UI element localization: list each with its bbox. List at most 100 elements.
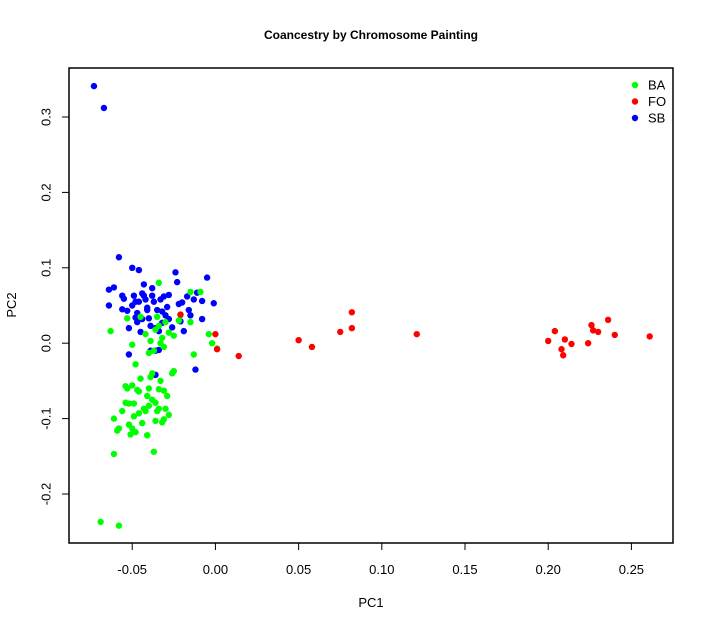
data-point xyxy=(348,324,356,332)
data-point xyxy=(413,330,420,338)
data-point xyxy=(198,297,206,305)
data-point xyxy=(140,292,148,299)
data-point xyxy=(163,392,171,400)
data-point xyxy=(180,327,188,335)
data-point xyxy=(144,431,151,439)
data-point xyxy=(208,339,216,347)
data-point xyxy=(203,274,211,281)
data-point xyxy=(142,330,149,338)
data-point xyxy=(145,315,153,322)
data-point xyxy=(558,346,565,353)
x-tick-label: 0.25 xyxy=(619,562,644,577)
data-point xyxy=(134,318,141,326)
y-tick-label: 0.1 xyxy=(38,259,53,277)
data-point xyxy=(105,302,113,309)
data-point xyxy=(155,346,163,354)
y-tick-label: 0.2 xyxy=(38,183,53,201)
x-axis-label: PC1 xyxy=(358,595,383,610)
data-point xyxy=(135,388,143,395)
data-points xyxy=(90,82,653,529)
data-point xyxy=(130,413,138,420)
data-point xyxy=(132,428,139,436)
data-point xyxy=(190,351,197,358)
data-point xyxy=(119,306,126,313)
y-tick-label: -0.1 xyxy=(38,407,53,429)
data-point xyxy=(160,293,168,300)
data-point xyxy=(190,296,197,303)
data-point xyxy=(135,410,143,417)
data-point xyxy=(147,322,154,330)
data-point xyxy=(137,328,144,336)
y-axis-label: PC2 xyxy=(4,292,19,317)
data-point xyxy=(125,324,133,332)
data-point xyxy=(170,332,178,339)
data-point xyxy=(130,400,138,407)
data-point xyxy=(559,352,567,359)
legend-marker xyxy=(631,81,639,89)
data-point xyxy=(145,349,153,357)
x-tick-label: 0.20 xyxy=(536,562,561,577)
data-point xyxy=(162,318,169,326)
data-point xyxy=(185,306,193,314)
data-point xyxy=(175,317,183,324)
data-point xyxy=(213,346,221,353)
data-point xyxy=(144,392,151,400)
data-point xyxy=(130,292,138,299)
data-point xyxy=(115,522,123,529)
data-point xyxy=(135,266,143,274)
legend-label: BA xyxy=(648,78,666,93)
data-point xyxy=(155,405,163,412)
data-point xyxy=(165,291,173,299)
data-point xyxy=(205,330,212,338)
data-point xyxy=(129,264,136,272)
data-point xyxy=(110,450,118,458)
chart-title: Coancestry by Chromosome Painting xyxy=(264,28,478,42)
data-point xyxy=(129,382,136,389)
data-point xyxy=(165,411,173,419)
data-point xyxy=(132,298,139,305)
data-point xyxy=(124,315,131,322)
data-point xyxy=(148,284,156,292)
data-point xyxy=(160,416,168,423)
data-point xyxy=(139,419,146,427)
data-point xyxy=(348,309,356,316)
data-point xyxy=(551,327,559,335)
data-point xyxy=(210,300,217,307)
data-point xyxy=(168,324,176,331)
data-point xyxy=(145,402,153,409)
data-point xyxy=(178,299,186,306)
legend-marker xyxy=(631,98,639,105)
data-point xyxy=(145,385,153,392)
data-point xyxy=(187,318,194,326)
data-point xyxy=(152,417,159,425)
data-point xyxy=(187,312,194,319)
data-point xyxy=(646,333,653,340)
data-point xyxy=(150,448,158,455)
data-point xyxy=(165,329,173,336)
data-point xyxy=(584,339,592,347)
y-tick-label: 0.0 xyxy=(38,334,53,352)
data-point xyxy=(198,315,206,323)
data-point xyxy=(127,431,134,438)
legend-marker xyxy=(631,114,639,122)
data-point xyxy=(155,322,163,330)
data-point xyxy=(114,427,121,434)
data-point xyxy=(148,370,156,377)
data-point xyxy=(119,407,126,415)
data-point xyxy=(125,400,133,407)
data-point xyxy=(187,288,194,296)
data-point xyxy=(140,281,148,288)
data-point xyxy=(105,286,113,293)
data-point xyxy=(162,405,169,412)
data-point xyxy=(150,347,158,354)
data-point xyxy=(588,321,595,329)
data-point xyxy=(170,367,178,375)
data-point xyxy=(90,82,98,90)
data-point xyxy=(100,104,108,112)
plot-frame xyxy=(68,67,674,544)
data-point xyxy=(153,313,161,321)
data-point xyxy=(125,351,133,358)
data-point xyxy=(155,385,163,393)
data-point xyxy=(97,518,104,526)
data-point xyxy=(137,375,144,382)
